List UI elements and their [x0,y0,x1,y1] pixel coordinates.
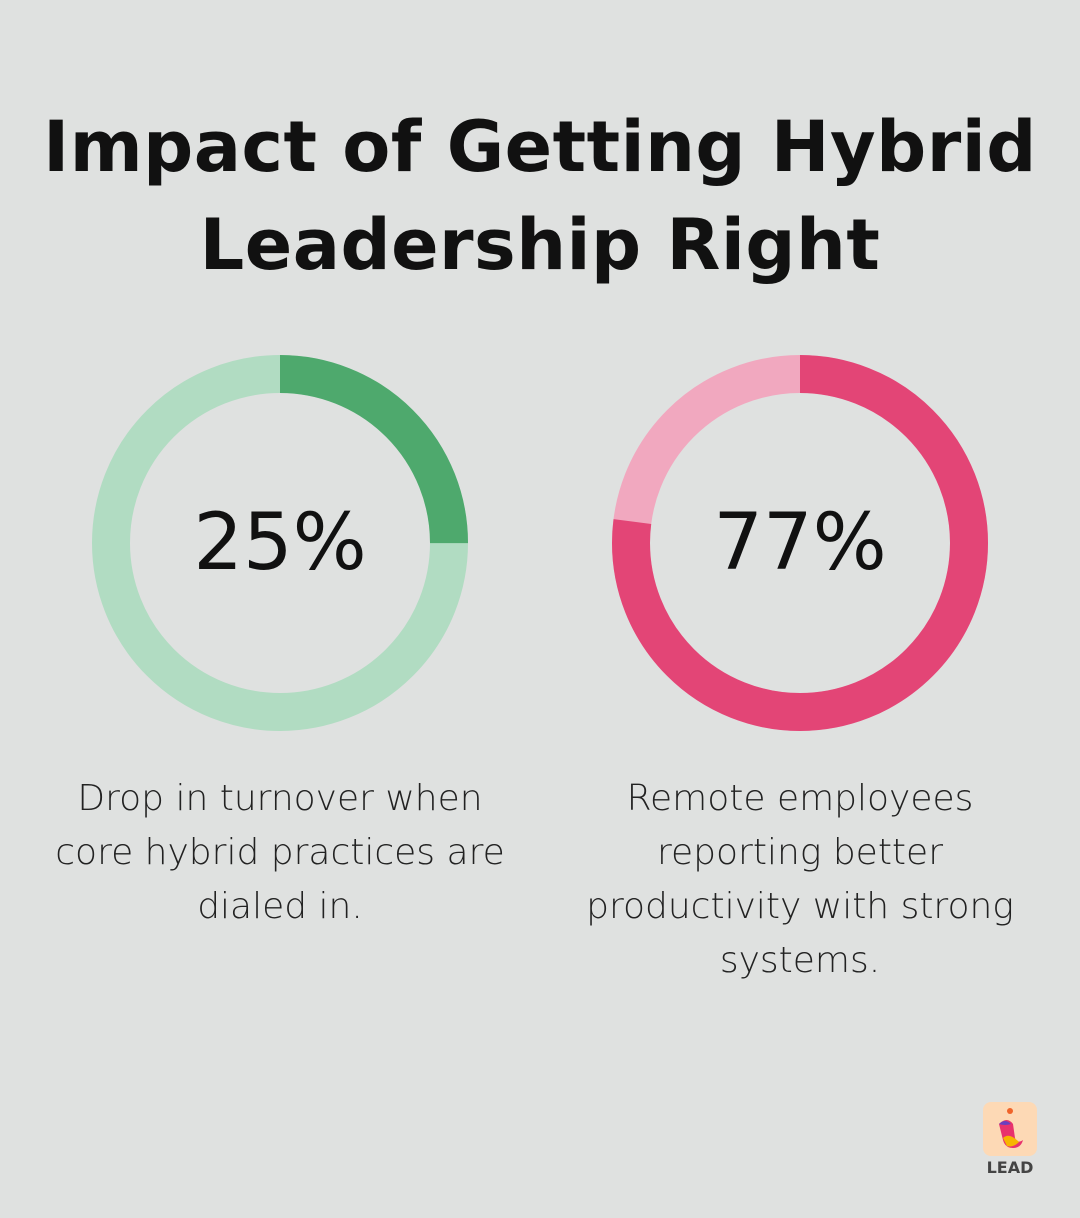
description-turnover: Drop in turnover when core hybrid practi… [55,778,505,927]
description-productivity: Remote employees reporting better produc… [586,778,1014,981]
page-title: Impact of Getting Hybrid Leadership Righ… [43,106,1037,286]
donut-value-segment [92,355,468,731]
donut-chart-turnover [92,355,468,731]
donut-value-turnover: 25% [193,498,367,588]
donut-value-productivity: 77% [713,498,887,588]
lead-logo-text: LEAD [986,1158,1034,1177]
donut-chart-productivity [612,355,988,731]
lead-logo-icon [999,1108,1023,1148]
donut-value-segment [612,355,988,731]
lead-logo [983,1102,1037,1156]
